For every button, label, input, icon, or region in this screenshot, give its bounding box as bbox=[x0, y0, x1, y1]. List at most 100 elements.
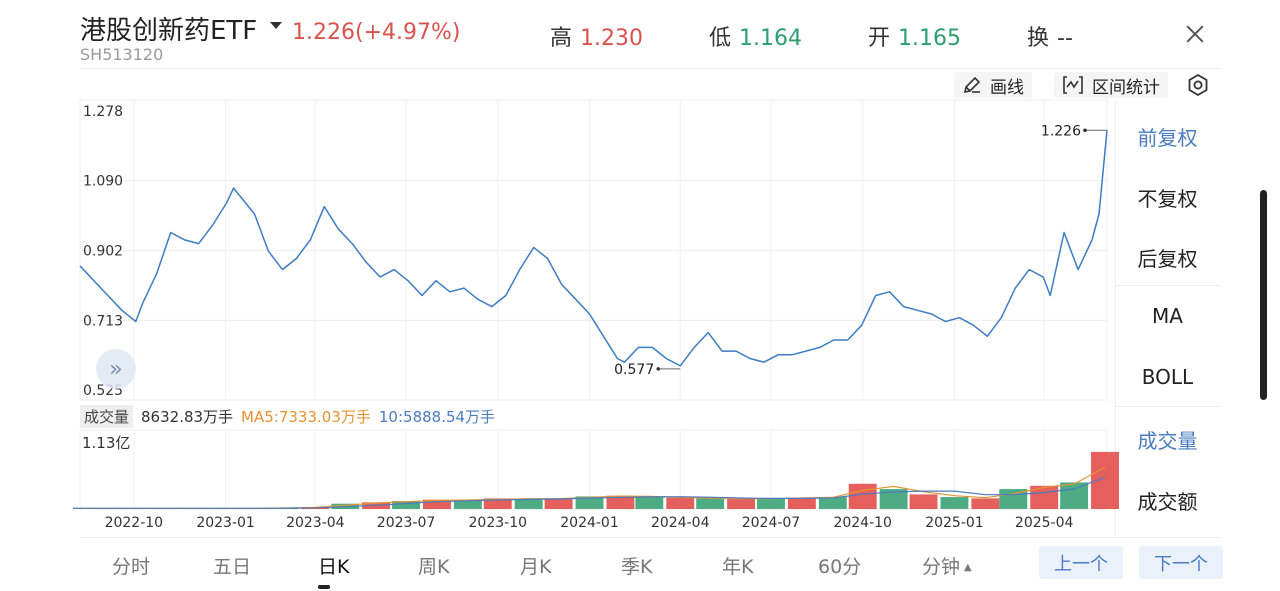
header-divider bbox=[80, 68, 1220, 69]
volume-bar bbox=[392, 501, 421, 509]
volume-bar bbox=[453, 500, 482, 509]
open-value: 1.165 bbox=[898, 26, 961, 51]
volume-tag[interactable]: 成交量 bbox=[80, 405, 134, 428]
min-label: 0.577 bbox=[614, 362, 654, 378]
draw-line-label: 画线 bbox=[990, 77, 1024, 98]
turnover-stat: 换 -- bbox=[1027, 20, 1073, 52]
volume-max-label: 1.13亿 bbox=[82, 434, 131, 452]
volume-bar bbox=[483, 498, 512, 509]
tab-yearly-k[interactable]: 年K bbox=[722, 556, 754, 578]
settings-gear-icon[interactable] bbox=[1186, 73, 1210, 101]
high-label: 高 bbox=[550, 26, 573, 51]
menu-ma[interactable]: MA bbox=[1152, 304, 1183, 328]
volume-bar bbox=[727, 499, 756, 509]
tab-intraday[interactable]: 分时 bbox=[112, 556, 151, 578]
tab-weekly-k[interactable]: 周K bbox=[418, 556, 450, 578]
menu-backward-adjusted[interactable]: 后复权 bbox=[1137, 247, 1198, 271]
menu-divider bbox=[1115, 406, 1220, 407]
volume-bar bbox=[879, 489, 908, 509]
max-label: 1.226 bbox=[1041, 123, 1081, 139]
tab-60min[interactable]: 60分 bbox=[818, 556, 862, 578]
volume-bar bbox=[971, 498, 1000, 509]
indicator-menu bbox=[1115, 100, 1222, 537]
volume-bar bbox=[666, 497, 695, 509]
low-stat: 低 1.164 bbox=[709, 20, 802, 52]
x-tick-label: 2023-01 bbox=[196, 515, 255, 531]
x-tick-label: 2023-07 bbox=[377, 515, 436, 531]
price-change: 1.226(+4.97%) bbox=[292, 20, 461, 45]
next-button[interactable]: 下一个 bbox=[1139, 546, 1223, 579]
volume-bar bbox=[696, 498, 725, 509]
low-label: 低 bbox=[709, 26, 732, 51]
turnover-value: -- bbox=[1057, 26, 1073, 51]
x-tick-label: 2024-04 bbox=[651, 515, 710, 531]
y-tick-label: 1.278 bbox=[83, 104, 123, 120]
volume-legend: 成交量 8632.83万手 MA5:7333.03万手 10:5888.54万手 bbox=[80, 405, 495, 428]
volume-bar bbox=[1060, 482, 1089, 509]
scrollbar[interactable] bbox=[1260, 190, 1267, 400]
volume-bar bbox=[940, 497, 969, 509]
y-tick-label: 0.713 bbox=[83, 313, 123, 329]
draw-line-button[interactable]: 画线 bbox=[954, 72, 1032, 98]
volume-value: 8632.83万手 bbox=[141, 408, 234, 426]
volume-bar bbox=[909, 494, 938, 509]
high-value: 1.230 bbox=[580, 26, 643, 51]
volume-bar bbox=[575, 496, 604, 509]
volume-ma5: MA5:7333.03万手 bbox=[241, 408, 371, 426]
menu-turnover[interactable]: 成交额 bbox=[1137, 490, 1198, 514]
min-marker-dot bbox=[656, 367, 661, 371]
x-tick-label: 2023-04 bbox=[286, 515, 345, 531]
caret-up-icon: ▲ bbox=[964, 562, 972, 573]
tab-daily-k[interactable]: 日K bbox=[318, 556, 350, 578]
range-stats-label: 区间统计 bbox=[1092, 77, 1160, 98]
tab-quarterly-k[interactable]: 季K bbox=[621, 556, 653, 578]
security-title[interactable]: 港股创新药ETF bbox=[80, 16, 258, 46]
tab-five-day[interactable]: 五日 bbox=[213, 556, 252, 578]
prev-button[interactable]: 上一个 bbox=[1039, 546, 1123, 579]
range-stats-icon bbox=[1063, 76, 1083, 94]
menu-forward-adjusted[interactable]: 前复权 bbox=[1137, 126, 1198, 150]
volume-ma10-line bbox=[73, 476, 1106, 509]
x-tick-label: 2022-10 bbox=[105, 515, 164, 531]
low-value: 1.164 bbox=[739, 26, 802, 51]
turnover-label: 换 bbox=[1027, 26, 1050, 51]
high-stat: 高 1.230 bbox=[550, 20, 643, 52]
expand-chevrons-icon[interactable]: » bbox=[96, 349, 136, 389]
y-tick-label: 0.902 bbox=[83, 243, 123, 259]
volume-bar bbox=[757, 498, 785, 509]
x-tick-label: 2024-07 bbox=[742, 515, 801, 531]
range-stats-button[interactable]: 区间统计 bbox=[1054, 72, 1168, 98]
x-tick-label: 2023-10 bbox=[469, 515, 528, 531]
open-stat: 开 1.165 bbox=[868, 20, 961, 52]
x-tick-label: 2024-01 bbox=[560, 515, 619, 531]
menu-boll[interactable]: BOLL bbox=[1141, 365, 1194, 389]
price-line bbox=[79, 130, 1108, 367]
volume-bar bbox=[787, 497, 816, 509]
volume-bar bbox=[818, 497, 847, 509]
volume-bar bbox=[606, 495, 635, 509]
x-tick-label: 2025-01 bbox=[925, 515, 984, 531]
tab-minute[interactable]: 分钟 ▲ bbox=[922, 552, 972, 579]
active-tab-indicator bbox=[318, 585, 330, 589]
volume-bar bbox=[423, 499, 451, 509]
max-marker-dot bbox=[1083, 128, 1087, 133]
menu-unadjusted[interactable]: 不复权 bbox=[1137, 187, 1198, 211]
menu-divider bbox=[1115, 285, 1220, 286]
y-tick-label: 1.090 bbox=[83, 174, 123, 190]
menu-volume[interactable]: 成交量 bbox=[1137, 429, 1198, 453]
caret-down-icon[interactable] bbox=[270, 22, 282, 29]
x-tick-label: 2025-04 bbox=[1015, 515, 1074, 531]
x-tick-label: 2024-10 bbox=[833, 515, 892, 531]
tab-monthly-k[interactable]: 月K bbox=[520, 556, 552, 578]
volume-bar bbox=[514, 499, 543, 509]
volume-bar bbox=[848, 483, 877, 509]
tab-minute-label: 分钟 bbox=[922, 556, 961, 578]
security-code: SH513120 bbox=[80, 45, 164, 64]
volume-bar bbox=[544, 498, 573, 509]
volume-bar bbox=[635, 497, 664, 509]
pencil-icon bbox=[963, 76, 981, 94]
open-label: 开 bbox=[868, 26, 891, 51]
volume-ma10: 10:5888.54万手 bbox=[378, 408, 496, 426]
tabs-divider bbox=[80, 537, 1220, 538]
